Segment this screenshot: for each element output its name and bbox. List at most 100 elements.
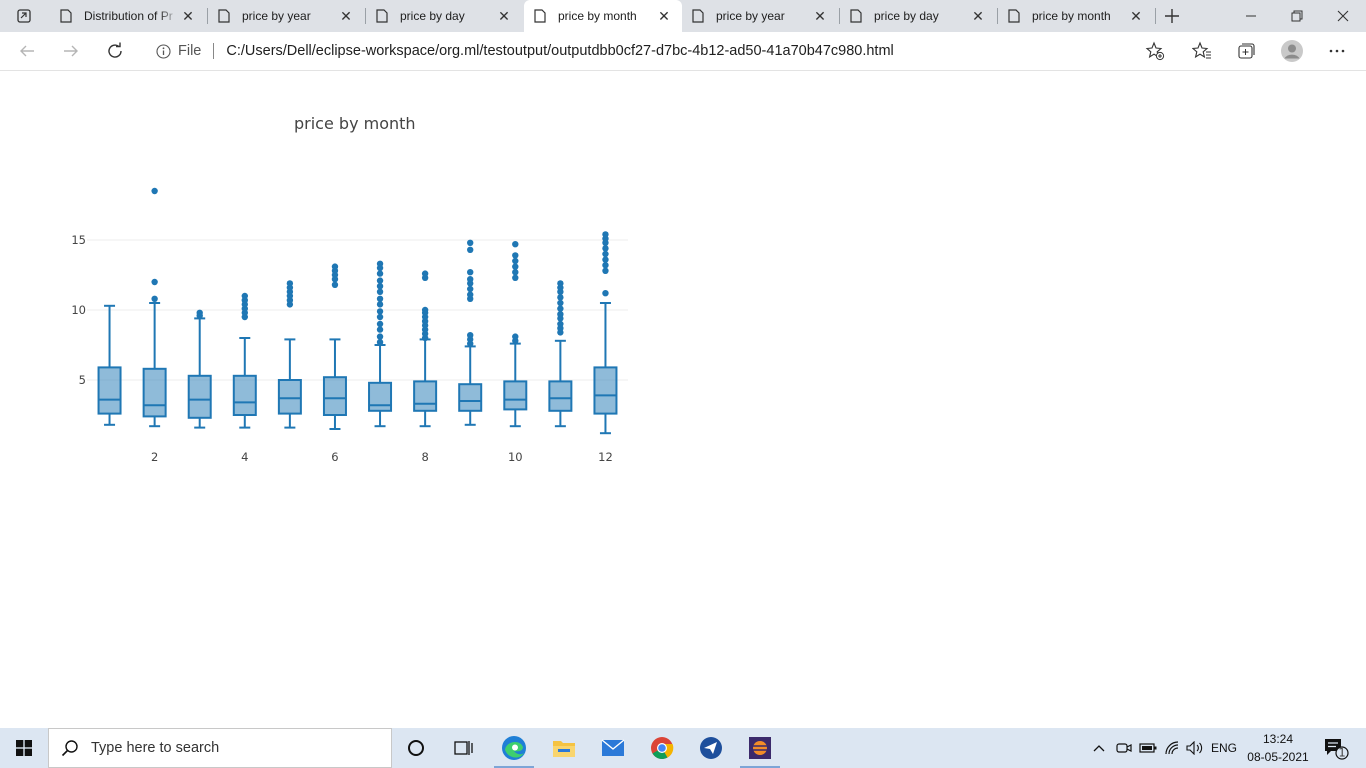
close-icon[interactable]: ✕: [340, 7, 352, 24]
close-window-button[interactable]: [1320, 0, 1366, 32]
close-icon[interactable]: ✕: [972, 7, 984, 24]
tab-price-by-month-2[interactable]: price by month ✕: [998, 0, 1154, 32]
outlier-point: [512, 252, 519, 259]
settings-menu-button[interactable]: [1322, 36, 1352, 66]
url-text[interactable]: C:/Users/Dell/eclipse-workspace/org.ml/t…: [226, 43, 894, 59]
outlier-point: [467, 332, 474, 339]
show-hidden-icons[interactable]: [1088, 728, 1110, 768]
tray-meet-now[interactable]: [1113, 728, 1135, 768]
tray-battery[interactable]: [1137, 728, 1159, 768]
close-icon[interactable]: ✕: [1130, 7, 1142, 24]
outlier-point: [286, 280, 294, 287]
page-icon: [60, 9, 72, 23]
outlier-point: [467, 291, 474, 298]
tab-actions-icon: [17, 9, 31, 23]
tab-price-by-year-2[interactable]: price by year ✕: [682, 0, 838, 32]
taskbar-file-explorer[interactable]: [540, 728, 588, 768]
box-iqr: [503, 380, 528, 411]
x-tick-label: 8: [421, 450, 428, 464]
restore-button[interactable]: [1274, 0, 1320, 32]
minimize-button[interactable]: [1228, 0, 1274, 32]
avatar-icon: [1281, 40, 1303, 62]
start-button[interactable]: [0, 728, 48, 768]
clock[interactable]: 13:24 08-05-2021: [1240, 730, 1316, 766]
tray-network[interactable]: [1161, 728, 1183, 768]
notification-count: 1: [1338, 746, 1345, 760]
tab-price-by-year[interactable]: price by year ✕: [208, 0, 364, 32]
action-center-button[interactable]: 1: [1318, 728, 1354, 768]
speaker-icon: [1186, 741, 1203, 755]
outlier-point: [512, 274, 519, 281]
outlier-point: [467, 285, 474, 293]
folder-icon: [553, 741, 575, 757]
box-iqr: [187, 374, 212, 419]
outlier-point: [512, 269, 519, 276]
more-icon: [1329, 49, 1345, 53]
close-icon[interactable]: ✕: [658, 7, 670, 24]
tab-distribution[interactable]: Distribution of Pr ✕: [50, 0, 206, 32]
taskbar-chrome[interactable]: [638, 728, 686, 768]
cortana-button[interactable]: [392, 728, 440, 768]
mail-icon: [601, 739, 625, 756]
back-button[interactable]: [12, 36, 42, 66]
address-divider: [213, 43, 215, 59]
box-iqr: [368, 381, 393, 412]
collections-button[interactable]: [1231, 36, 1261, 66]
outlier-point: [467, 276, 474, 283]
close-icon[interactable]: ✕: [182, 7, 194, 24]
address-bar[interactable]: File C:/Users/Dell/eclipse-workspace/org…: [144, 36, 1176, 66]
forward-button[interactable]: [56, 36, 86, 66]
favorites-button[interactable]: [1187, 36, 1217, 66]
tab-price-by-month-active[interactable]: price by month ✕: [524, 0, 682, 32]
outlier-point: [467, 239, 474, 246]
outlier-point: [376, 339, 384, 346]
outlier-point: [331, 263, 339, 270]
y-tick-label: 10: [71, 303, 86, 317]
outlier-point: [557, 311, 564, 318]
language-indicator[interactable]: ENG: [1210, 741, 1237, 755]
taskbar-search[interactable]: Type here to search: [48, 728, 392, 768]
paper-plane-icon: [700, 737, 722, 759]
taskbar-mail[interactable]: [589, 728, 637, 768]
new-tab-button[interactable]: [1160, 4, 1184, 28]
box-plot: 5 10 15 2 4 6 8 10 12: [71, 187, 628, 464]
tray-volume[interactable]: [1184, 728, 1206, 768]
notification-icon: 1: [1325, 739, 1349, 760]
taskbar-edge[interactable]: [490, 728, 538, 768]
outlier-point: [376, 283, 384, 290]
outlier-point: [376, 277, 384, 284]
page-icon: [1008, 9, 1020, 23]
outlier-point: [331, 281, 339, 288]
back-arrow-icon: [20, 45, 34, 57]
info-icon: [156, 43, 171, 59]
close-icon[interactable]: ✕: [814, 7, 826, 24]
taskbar-app-blue[interactable]: [687, 728, 735, 768]
tab-actions-button[interactable]: [8, 4, 40, 28]
outlier-point: [557, 320, 564, 328]
close-icon[interactable]: ✕: [498, 7, 510, 24]
outlier-point: [557, 294, 564, 301]
page-icon: [692, 9, 704, 23]
search-placeholder: Type here to search: [91, 740, 220, 756]
box-iqr: [97, 366, 122, 415]
tab-price-by-day[interactable]: price by day ✕: [366, 0, 522, 32]
outlier-point: [602, 231, 609, 238]
add-favorite-button[interactable]: [1140, 36, 1170, 66]
tab-divider: [997, 8, 998, 24]
box-iqr: [322, 376, 347, 417]
chart-title: price by month: [294, 114, 416, 133]
task-view-button[interactable]: [440, 728, 488, 768]
refresh-button[interactable]: [100, 36, 130, 66]
tab-label: price by day: [400, 9, 465, 23]
profile-button[interactable]: [1277, 36, 1307, 66]
collections-icon: [1238, 43, 1255, 59]
outlier-point: [421, 270, 429, 277]
chrome-icon: [651, 737, 674, 759]
tab-price-by-day-2[interactable]: price by day ✕: [840, 0, 996, 32]
taskbar-eclipse[interactable]: [736, 728, 784, 768]
page-icon: [850, 9, 862, 23]
site-info-button[interactable]: File: [156, 43, 201, 59]
clock-time: 13:24: [1262, 732, 1294, 746]
forward-arrow-icon: [64, 45, 78, 57]
star-add-icon: [1145, 41, 1165, 61]
